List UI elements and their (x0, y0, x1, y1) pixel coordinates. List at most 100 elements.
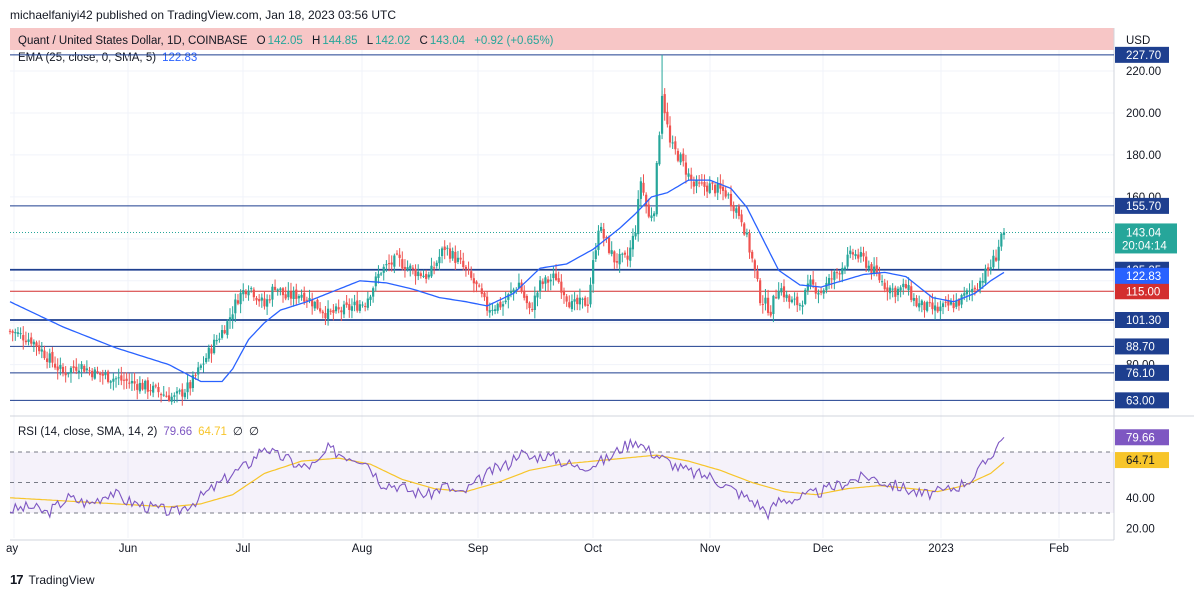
candle-body (520, 282, 523, 292)
footer-brand[interactable]: TradingView (28, 572, 95, 587)
candle-body (223, 330, 226, 334)
candle-body (790, 299, 794, 303)
candle-body (303, 292, 306, 302)
candle-body (692, 181, 695, 187)
symbol-name[interactable]: Quant / United States Dollar, 1D, COINBA… (18, 35, 248, 47)
candle-body (207, 347, 210, 359)
level-label: 155.70 (1126, 201, 1161, 213)
candle-body (109, 381, 112, 383)
candle-body (38, 345, 41, 352)
candle-body (719, 183, 722, 189)
candle-body (472, 278, 475, 284)
candle-body (1002, 232, 1006, 235)
candle-body (859, 252, 862, 257)
candle-body (16, 332, 20, 334)
candle-body (562, 290, 566, 296)
candle-body (650, 215, 653, 218)
candle-body (448, 248, 452, 259)
candle-body (165, 395, 168, 397)
candle-body (191, 375, 194, 389)
candle-body (80, 364, 83, 370)
candle-body (817, 292, 820, 295)
time-tick-label: Jul (236, 543, 251, 555)
candle-body (35, 342, 38, 347)
tradingview-logo-icon[interactable]: 17 (10, 572, 24, 587)
candle-body (202, 363, 205, 365)
candle-body (430, 265, 433, 277)
candle-body (568, 302, 571, 308)
candle-body (1000, 233, 1003, 247)
candle-body (22, 335, 25, 341)
candle-body (268, 299, 271, 301)
candle-body (67, 373, 70, 375)
candle-body (979, 280, 982, 289)
footer[interactable]: 17 TradingView (10, 572, 95, 587)
rsi-sma-axis-label: 64.71 (1126, 455, 1155, 467)
candle-body (796, 296, 799, 306)
candle-body (83, 366, 86, 372)
rsi-value-axis-label-box (1115, 429, 1169, 446)
symbol-legend[interactable]: Quant / United States Dollar, 1D, COINBA… (18, 35, 554, 47)
candle-body (570, 301, 574, 310)
candle-body (602, 228, 605, 239)
candle-body (875, 265, 878, 274)
candle-body (128, 382, 131, 384)
candle-body (273, 286, 277, 290)
candle-body (247, 290, 250, 296)
last-price-box (1115, 223, 1177, 254)
candle-body (125, 378, 128, 381)
candle-body (342, 304, 346, 315)
candle-body (281, 288, 285, 296)
candle-body (387, 263, 391, 265)
close-label: C (419, 35, 428, 47)
candle-body (14, 332, 17, 334)
candle-body (493, 309, 497, 311)
candle-body (849, 250, 852, 255)
candle-body (843, 267, 847, 270)
candle-body (713, 184, 717, 194)
candle-body (382, 266, 385, 273)
candle-body (239, 292, 242, 305)
rsi-legend[interactable]: RSI (14, close, SMA, 14, 2) 79.66 64.71 ∅ ∅ (18, 424, 259, 438)
ema-series-line (9, 179, 1005, 383)
candle-body (96, 371, 99, 373)
candle-body (133, 381, 136, 384)
candle-body (589, 284, 592, 305)
candle-body (724, 190, 727, 197)
candle-body (486, 296, 489, 311)
candle-body (284, 294, 287, 299)
candle-body (297, 296, 301, 299)
candle-body (159, 394, 163, 396)
level-label: 227.70 (1126, 50, 1161, 62)
candle-body (175, 391, 179, 394)
candle-body (64, 372, 67, 376)
candle-body (695, 180, 698, 187)
candle-body (451, 251, 454, 259)
candle-body (152, 385, 155, 393)
candle-body (578, 297, 581, 305)
candle-body (236, 300, 240, 304)
candle-body (756, 271, 759, 280)
candle-body (896, 288, 900, 296)
candle-body (173, 395, 176, 397)
candle-body (242, 290, 245, 295)
candle-body (536, 292, 539, 298)
candle-body (266, 299, 269, 307)
level-label-box (1115, 338, 1169, 355)
candle-body (507, 294, 510, 300)
candle-body (862, 252, 865, 257)
candle-body (997, 246, 1000, 261)
candle-body (743, 223, 746, 235)
candle-body (24, 340, 28, 343)
candle-body (700, 182, 703, 184)
candle-body (106, 371, 110, 382)
level-label: 101.30 (1126, 315, 1161, 327)
candle-body (634, 232, 637, 237)
candle-body (851, 252, 855, 255)
rsi-label[interactable]: RSI (14, close, SMA, 14, 2) (18, 426, 158, 438)
candle-body (287, 290, 290, 298)
candle-body (554, 273, 558, 280)
candle-body (639, 181, 642, 199)
candle-body (390, 262, 393, 265)
